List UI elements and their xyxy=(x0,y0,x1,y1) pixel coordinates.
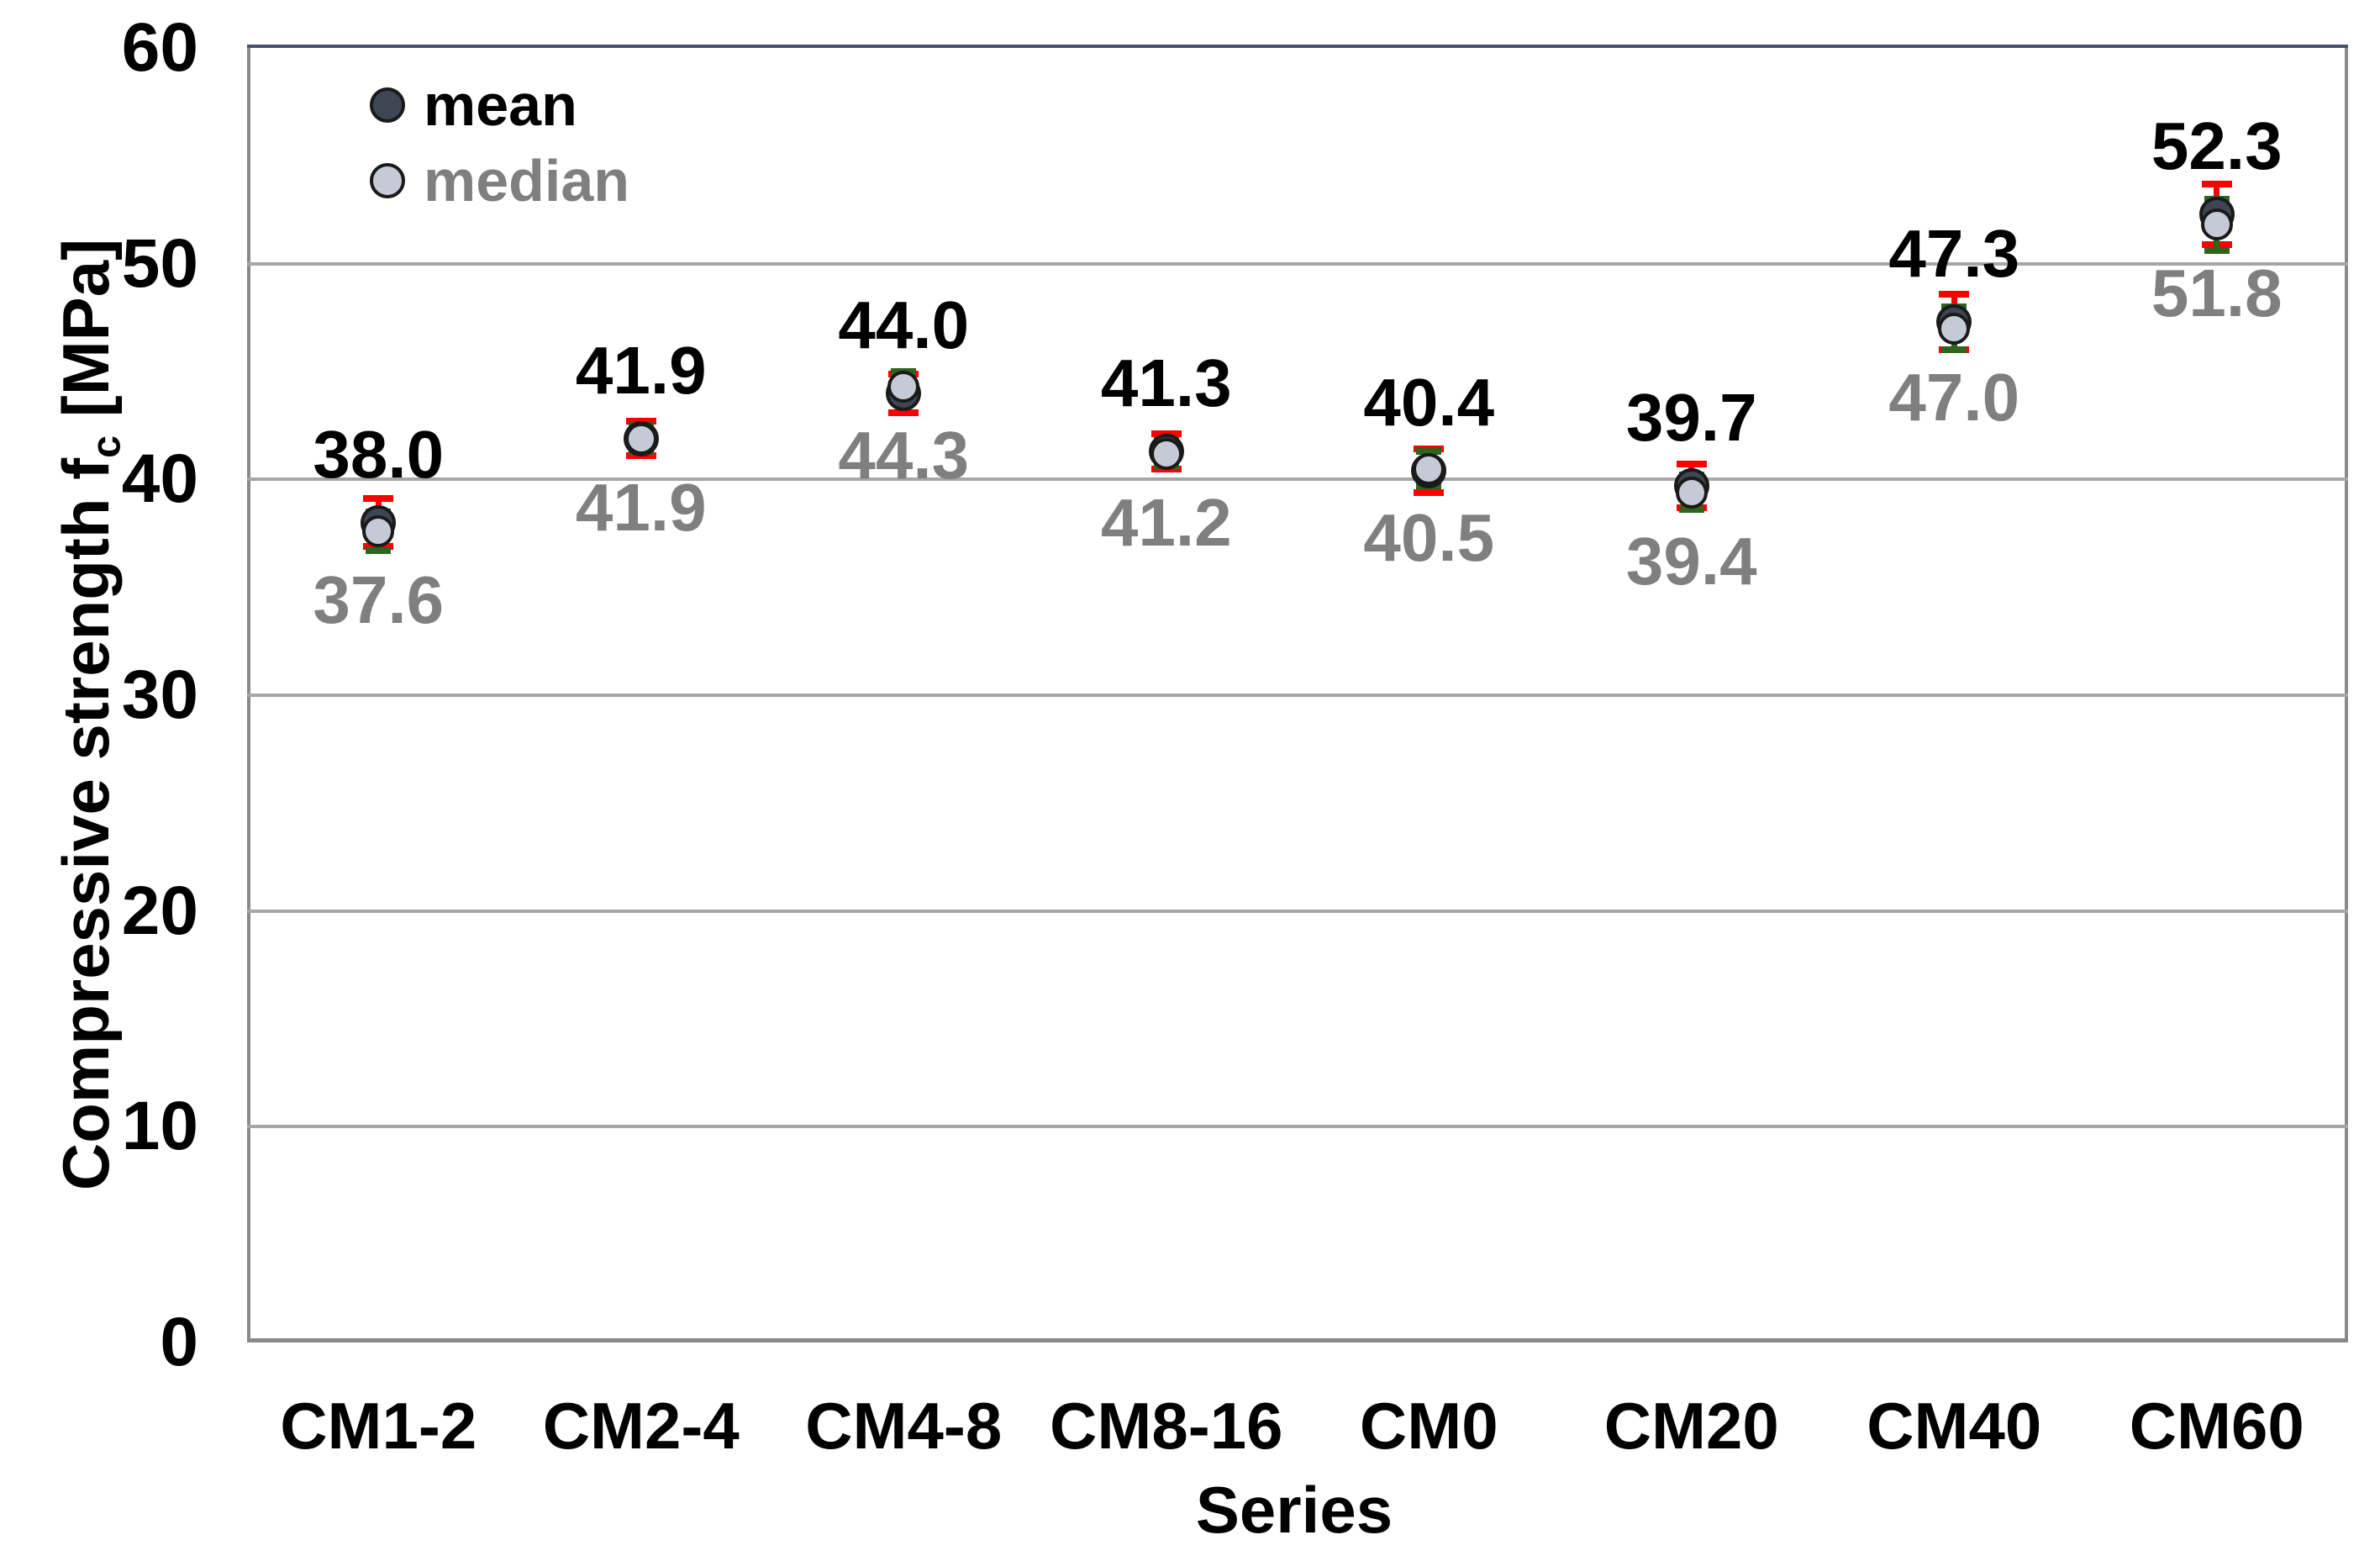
error-bar-cap xyxy=(888,409,919,416)
median-marker xyxy=(624,422,657,455)
median-marker xyxy=(887,370,920,403)
legend-item-median: median xyxy=(370,151,629,210)
median-marker xyxy=(1413,452,1445,485)
x-tick-label: CM2-4 xyxy=(542,1389,740,1463)
y-tick-label: 50 xyxy=(121,224,198,302)
error-bar-cap xyxy=(366,547,392,555)
x-tick-label: CM20 xyxy=(1603,1389,1779,1463)
median-legend-marker xyxy=(370,163,405,198)
error-bar-cap xyxy=(1416,447,1442,455)
gridline xyxy=(247,261,2348,266)
x-tick-label: CM60 xyxy=(2129,1389,2304,1463)
x-tick-label: CM8-16 xyxy=(1050,1389,1283,1463)
gridline xyxy=(247,1125,2348,1129)
median-marker xyxy=(1938,312,1971,345)
median-marker xyxy=(1150,437,1182,470)
mean-value-label: 41.3 xyxy=(1100,345,1232,420)
mean-value-label: 47.3 xyxy=(1888,215,2020,291)
x-tick-label: CM40 xyxy=(1867,1389,2042,1463)
y-tick-label: 10 xyxy=(121,1088,198,1165)
x-tick-label: CM0 xyxy=(1359,1389,1498,1463)
mean-value-label: 44.0 xyxy=(838,287,970,362)
median-value-label: 37.6 xyxy=(313,562,445,637)
median-value-label: 41.9 xyxy=(575,469,707,545)
gridline xyxy=(247,477,2348,482)
mean-value-label: 52.3 xyxy=(2151,108,2283,183)
mean-value-label: 41.9 xyxy=(575,332,707,408)
error-bar-cap xyxy=(1676,461,1707,468)
mean-legend-marker xyxy=(370,87,405,123)
x-tick-label: CM4-8 xyxy=(805,1389,1003,1463)
error-bar-cap xyxy=(2201,180,2232,187)
x-tick-label: CM1-2 xyxy=(280,1389,477,1463)
error-bar-cap xyxy=(363,495,394,503)
error-bar-cap xyxy=(1414,488,1445,496)
median-value-label: 39.4 xyxy=(1625,523,1757,599)
gridline xyxy=(247,909,2348,913)
y-tick-label: 60 xyxy=(121,9,198,86)
median-marker xyxy=(2200,208,2233,241)
median-marker xyxy=(1675,476,1708,509)
mean-value-label: 39.7 xyxy=(1625,380,1757,456)
y-tick-label: 40 xyxy=(121,440,198,518)
median-value-label: 40.5 xyxy=(1363,499,1495,575)
y-tick-label: 30 xyxy=(121,657,198,733)
mean-value-label: 38.0 xyxy=(313,416,445,492)
gridline xyxy=(247,694,2348,697)
mean-value-label: 40.4 xyxy=(1363,365,1495,440)
y-tick-label: 20 xyxy=(121,872,198,949)
median-value-label: 47.0 xyxy=(1888,359,2020,435)
y-axis-title-text: Compressive strength f xyxy=(49,457,123,1191)
mean-legend-label: mean xyxy=(424,72,577,138)
median-marker xyxy=(362,514,395,547)
error-bar-cap xyxy=(1941,346,1967,354)
y-tick-label: 0 xyxy=(160,1304,198,1380)
median-legend-label: median xyxy=(424,148,630,214)
median-value-label: 44.3 xyxy=(838,417,970,493)
median-value-label: 51.8 xyxy=(2151,256,2283,331)
median-value-label: 41.2 xyxy=(1100,484,1232,560)
x-axis-title: Series xyxy=(1195,1473,1393,1547)
legend-item-mean: mean xyxy=(370,76,577,135)
error-bar-cap xyxy=(2204,247,2230,255)
error-bar-cap xyxy=(1939,290,1970,298)
error-bar-cap xyxy=(1678,506,1704,514)
